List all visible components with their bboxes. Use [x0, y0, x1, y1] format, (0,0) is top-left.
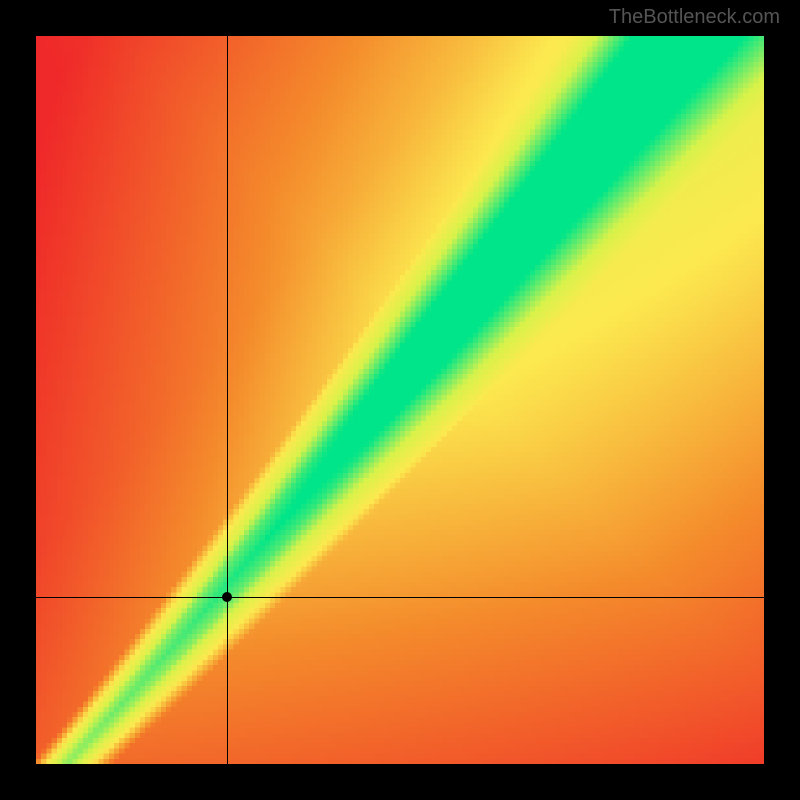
crosshair-horizontal [36, 597, 764, 598]
watermark-text: TheBottleneck.com [609, 6, 780, 29]
crosshair-marker-dot [222, 592, 232, 602]
crosshair-vertical [227, 36, 228, 764]
heatmap-plot [36, 36, 764, 764]
heatmap-canvas [36, 36, 764, 764]
